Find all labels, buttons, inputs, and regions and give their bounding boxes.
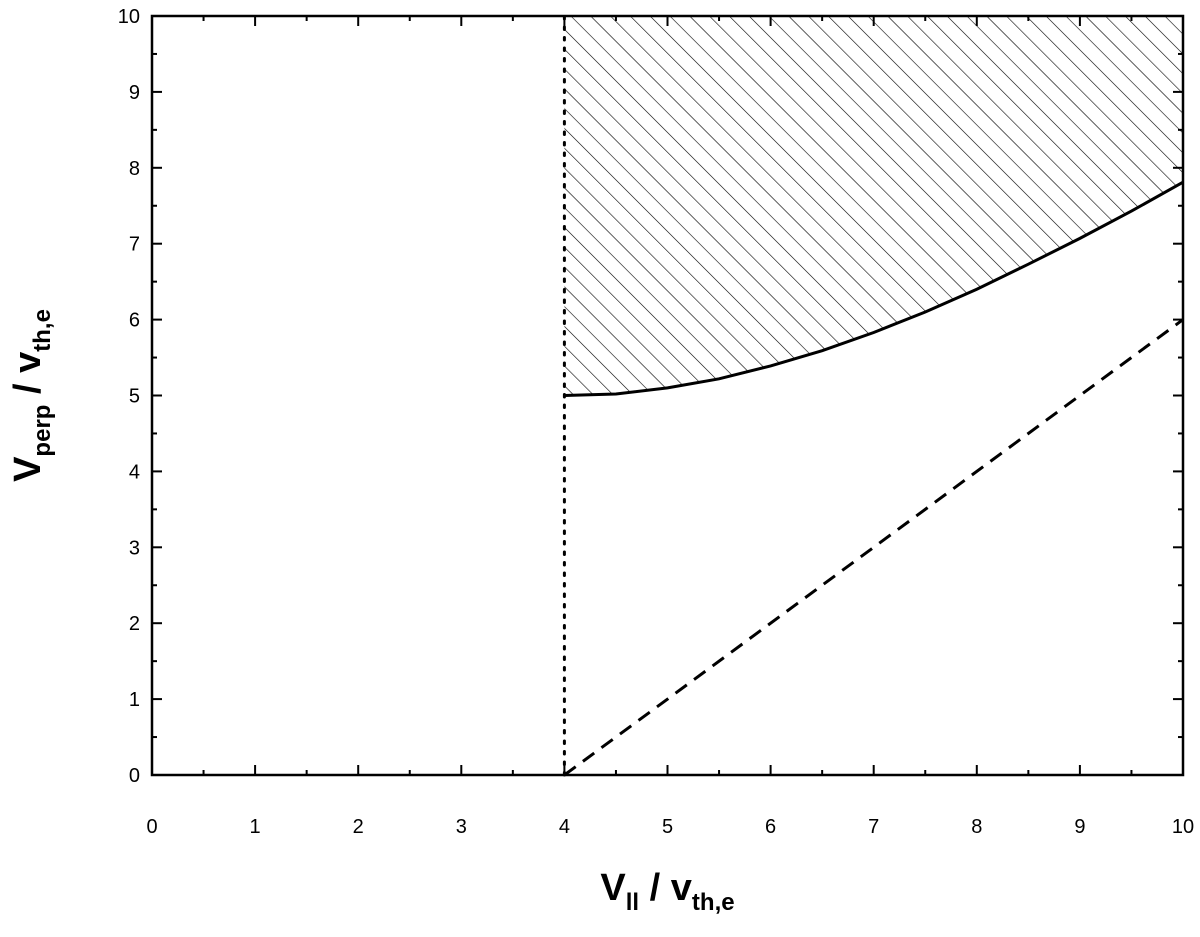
x-axis-label: Vll / vth,e	[600, 867, 734, 916]
y-axis-label-part: perp	[29, 405, 56, 457]
x-axis-label-part: / v	[639, 867, 692, 909]
x-tick-label: 1	[250, 816, 261, 838]
y-axis-label: Vperp / vth,e	[7, 309, 56, 482]
y-tick-label: 3	[129, 537, 140, 559]
y-tick-label: 0	[129, 765, 140, 787]
hatched-region	[564, 16, 1183, 396]
x-tick-label: 6	[765, 816, 776, 838]
line-solid	[564, 180, 1184, 397]
x-axis-label-part: ll	[626, 889, 639, 916]
y-axis-label-part: V	[7, 456, 49, 482]
x-tick-label: 0	[146, 816, 157, 838]
x-tick-label: 2	[353, 816, 364, 838]
y-tick-label: 7	[129, 234, 140, 256]
y-tick-label: 2	[129, 613, 140, 635]
y-tick-label: 1	[129, 689, 140, 711]
x-tick-label: 4	[559, 816, 570, 838]
y-axis-label-part: th,e	[29, 309, 56, 352]
x-tick-label: 9	[1074, 816, 1085, 838]
y-axis-label-part: / v	[7, 352, 49, 405]
x-axis-label-part: V	[600, 867, 626, 909]
y-tick-label: 9	[129, 82, 140, 104]
y-tick-label: 8	[129, 158, 140, 180]
y-tick-label: 4	[129, 461, 140, 483]
x-axis-label-part: th,e	[692, 889, 735, 916]
y-tick-label: 5	[129, 386, 140, 408]
x-tick-label: 8	[971, 816, 982, 838]
x-tick-label: 7	[868, 816, 879, 838]
y-tick-label: 10	[118, 6, 140, 28]
line-dashed	[563, 318, 1184, 777]
x-tick-label: 10	[1172, 816, 1194, 838]
x-tick-label: 3	[456, 816, 467, 838]
x-tick-label: 5	[662, 816, 673, 838]
y-tick-label: 6	[129, 310, 140, 332]
